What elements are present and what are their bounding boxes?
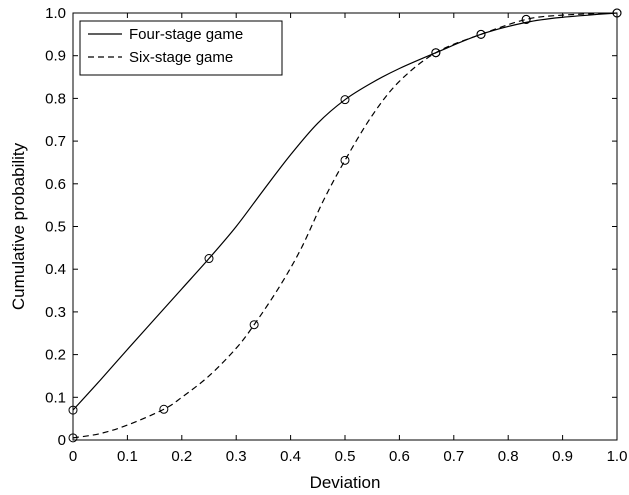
y-tick-label: 0.4 [45,261,66,278]
x-axis-ticks: 0 0.1 0.2 0.3 0.4 0.5 0.6 0.7 0.8 0.9 1.0 [69,13,628,465]
y-tick-label: 1.0 [45,5,66,22]
x-tick-label: 0.1 [117,448,138,465]
y-tick-label: 0.3 [45,304,66,321]
legend-label-four-stage: Four-stage game [129,26,243,43]
series-1-marker [340,155,350,165]
x-tick-label: 0.7 [443,448,464,465]
legend-box [79,20,283,76]
series-0-marker [204,254,214,264]
x-tick-label: 0.3 [226,448,247,465]
y-tick-label: 0.6 [45,176,66,193]
x-tick-label: 1.0 [607,448,628,465]
series-1-marker [249,320,259,330]
y-axis-label: Cumulative probability [9,142,28,310]
series-1-marker [68,433,78,443]
y-tick-label: 0.7 [45,133,66,150]
x-tick-label: 0.5 [335,448,356,465]
y-tick-label: 0.8 [45,90,66,107]
series-1-marker [476,29,486,39]
series-1-marker [431,48,441,58]
legend-label-six-stage: Six-stage game [129,49,233,66]
series-layer [68,8,622,443]
series-1-marker [521,14,531,24]
series-line-1 [72,12,618,439]
x-tick-label: 0.2 [171,448,192,465]
y-tick-label: 0.2 [45,347,66,364]
plot-area [72,12,618,441]
x-tick-label: 0.9 [552,448,573,465]
y-axis-ticks: 0 0.1 0.2 0.3 0.4 0.5 0.6 0.7 0.8 0.9 1.0 [45,5,617,449]
legend: Four-stage game Six-stage game [79,20,283,76]
y-tick-label: 0.1 [45,389,66,406]
y-tick-label: 0.9 [45,48,66,65]
x-tick-label: 0.6 [389,448,410,465]
x-tick-label: 0.4 [280,448,301,465]
series-0-marker [68,405,78,415]
x-tick-label: 0.8 [498,448,519,465]
y-tick-label: 0.5 [45,219,66,236]
x-axis-label: Deviation [310,473,381,492]
series-1-marker [159,404,169,414]
y-tick-label: 0 [58,432,66,449]
series-0-marker [340,95,350,105]
series-1-marker [612,8,622,18]
x-tick-label: 0 [69,448,77,465]
